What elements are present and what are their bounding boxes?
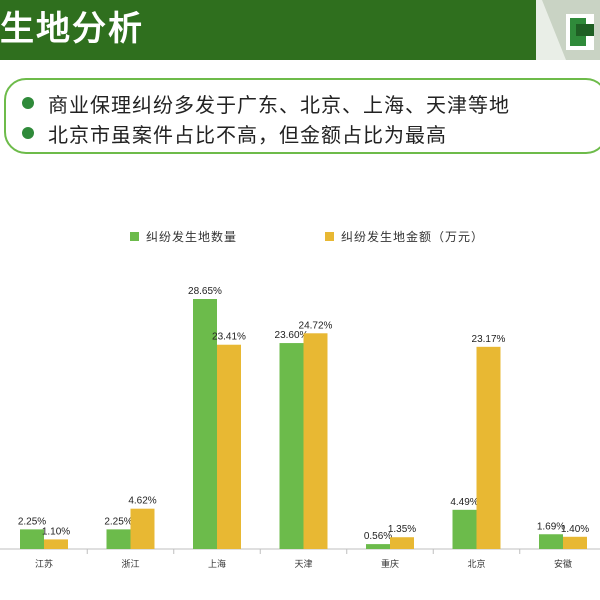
x-tick-label: 江苏 <box>35 558 53 570</box>
x-tick-label: 重庆 <box>381 558 399 570</box>
bar-count <box>366 544 390 549</box>
summary-bullet: 商业保理纠纷多发于广东、北京、上海、天津等地 <box>22 91 510 117</box>
x-tick-label: 浙江 <box>121 558 139 570</box>
data-label-count: 4.49% <box>450 497 478 508</box>
bar-count <box>539 534 563 549</box>
legend-swatch-count <box>130 232 139 241</box>
data-label-count: 0.56% <box>364 531 392 542</box>
legend-item-count: 纠纷发生地数量 <box>130 228 237 245</box>
bar-count <box>106 529 131 549</box>
bar-amount <box>390 537 414 549</box>
page-title: 生地分析 <box>0 9 144 49</box>
data-label-count: 28.65% <box>188 286 222 297</box>
data-label-amount: 23.41% <box>212 332 246 343</box>
corner-logo <box>536 0 600 60</box>
bar-count <box>279 343 304 549</box>
legend-item-amount: 纠纷发生地金额（万元） <box>325 228 484 245</box>
x-tick-label: 安徽 <box>554 558 572 570</box>
bar-amount <box>476 346 501 549</box>
data-label-amount: 1.10% <box>42 526 70 537</box>
bar-amount <box>217 344 241 549</box>
bar-count <box>193 299 217 549</box>
bullet-dot-icon <box>22 127 34 139</box>
legend-swatch-amount <box>325 232 334 241</box>
data-label-count: 1.69% <box>537 521 565 532</box>
bar-amount <box>130 508 155 549</box>
bar-amount <box>563 536 587 549</box>
summary-bullet-text: 商业保理纠纷多发于广东、北京、上海、天津等地 <box>48 92 510 117</box>
bar-amount <box>44 539 68 549</box>
bar-count <box>20 529 44 549</box>
bullet-dot-icon <box>22 97 34 109</box>
data-label-amount: 23.17% <box>472 334 506 345</box>
x-tick-label: 上海 <box>208 558 226 570</box>
data-label-amount: 24.72% <box>299 320 333 331</box>
summary-bullet-text: 北京市虽案件占比不高，但金额占比为最高 <box>48 122 447 147</box>
bar-count <box>452 509 477 549</box>
bar-amount <box>303 333 328 549</box>
legend-label-count: 纠纷发生地数量 <box>146 230 238 244</box>
summary-box: 商业保理纠纷多发于广东、北京、上海、天津等地 北京市虽案件占比不高，但金额占比为… <box>4 78 600 154</box>
data-label-count: 2.25% <box>18 516 46 527</box>
data-label-count: 23.60% <box>275 330 309 341</box>
x-tick-label: 北京 <box>467 558 485 570</box>
data-label-count: 2.25% <box>104 516 132 527</box>
data-label-amount: 4.62% <box>128 496 156 507</box>
x-tick-label: 天津 <box>294 559 312 570</box>
data-label-amount: 1.35% <box>388 524 416 535</box>
summary-bullet: 北京市虽案件占比不高，但金额占比为最高 <box>22 121 447 147</box>
header-bar: 生地分析 <box>0 0 600 60</box>
data-label-amount: 1.40% <box>561 524 589 535</box>
legend-label-amount: 纠纷发生地金额（万元） <box>341 230 485 244</box>
